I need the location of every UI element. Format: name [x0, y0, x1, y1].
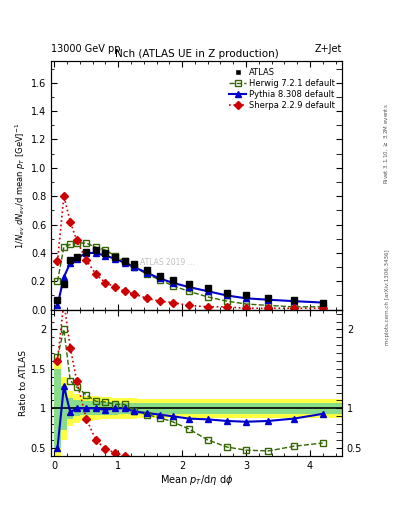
Legend: ATLAS, Herwig 7.2.1 default, Pythia 8.308 default, Sherpa 2.2.9 default: ATLAS, Herwig 7.2.1 default, Pythia 8.30…: [227, 66, 338, 113]
Y-axis label: $1/N_{ev}$ $dN_{ev}$/d mean $p_{T}$ [GeV]$^{-1}$: $1/N_{ev}$ $dN_{ev}$/d mean $p_{T}$ [GeV…: [14, 122, 28, 249]
Text: Z+Jet: Z+Jet: [314, 44, 342, 54]
Text: 13000 GeV pp: 13000 GeV pp: [51, 44, 121, 54]
Text: mcplots.cern.ch [arXiv:1306.3436]: mcplots.cern.ch [arXiv:1306.3436]: [385, 249, 390, 345]
Text: ATLAS 2019 ...: ATLAS 2019 ...: [140, 258, 195, 267]
Title: Nch (ATLAS UE in Z production): Nch (ATLAS UE in Z production): [115, 49, 278, 59]
X-axis label: Mean $p_{T}$/d$\eta$ d$\phi$: Mean $p_{T}$/d$\eta$ d$\phi$: [160, 473, 233, 487]
Text: Rivet 3.1.10, $\geq$ 3.2M events: Rivet 3.1.10, $\geq$ 3.2M events: [382, 103, 390, 184]
Y-axis label: Ratio to ATLAS: Ratio to ATLAS: [19, 350, 28, 416]
